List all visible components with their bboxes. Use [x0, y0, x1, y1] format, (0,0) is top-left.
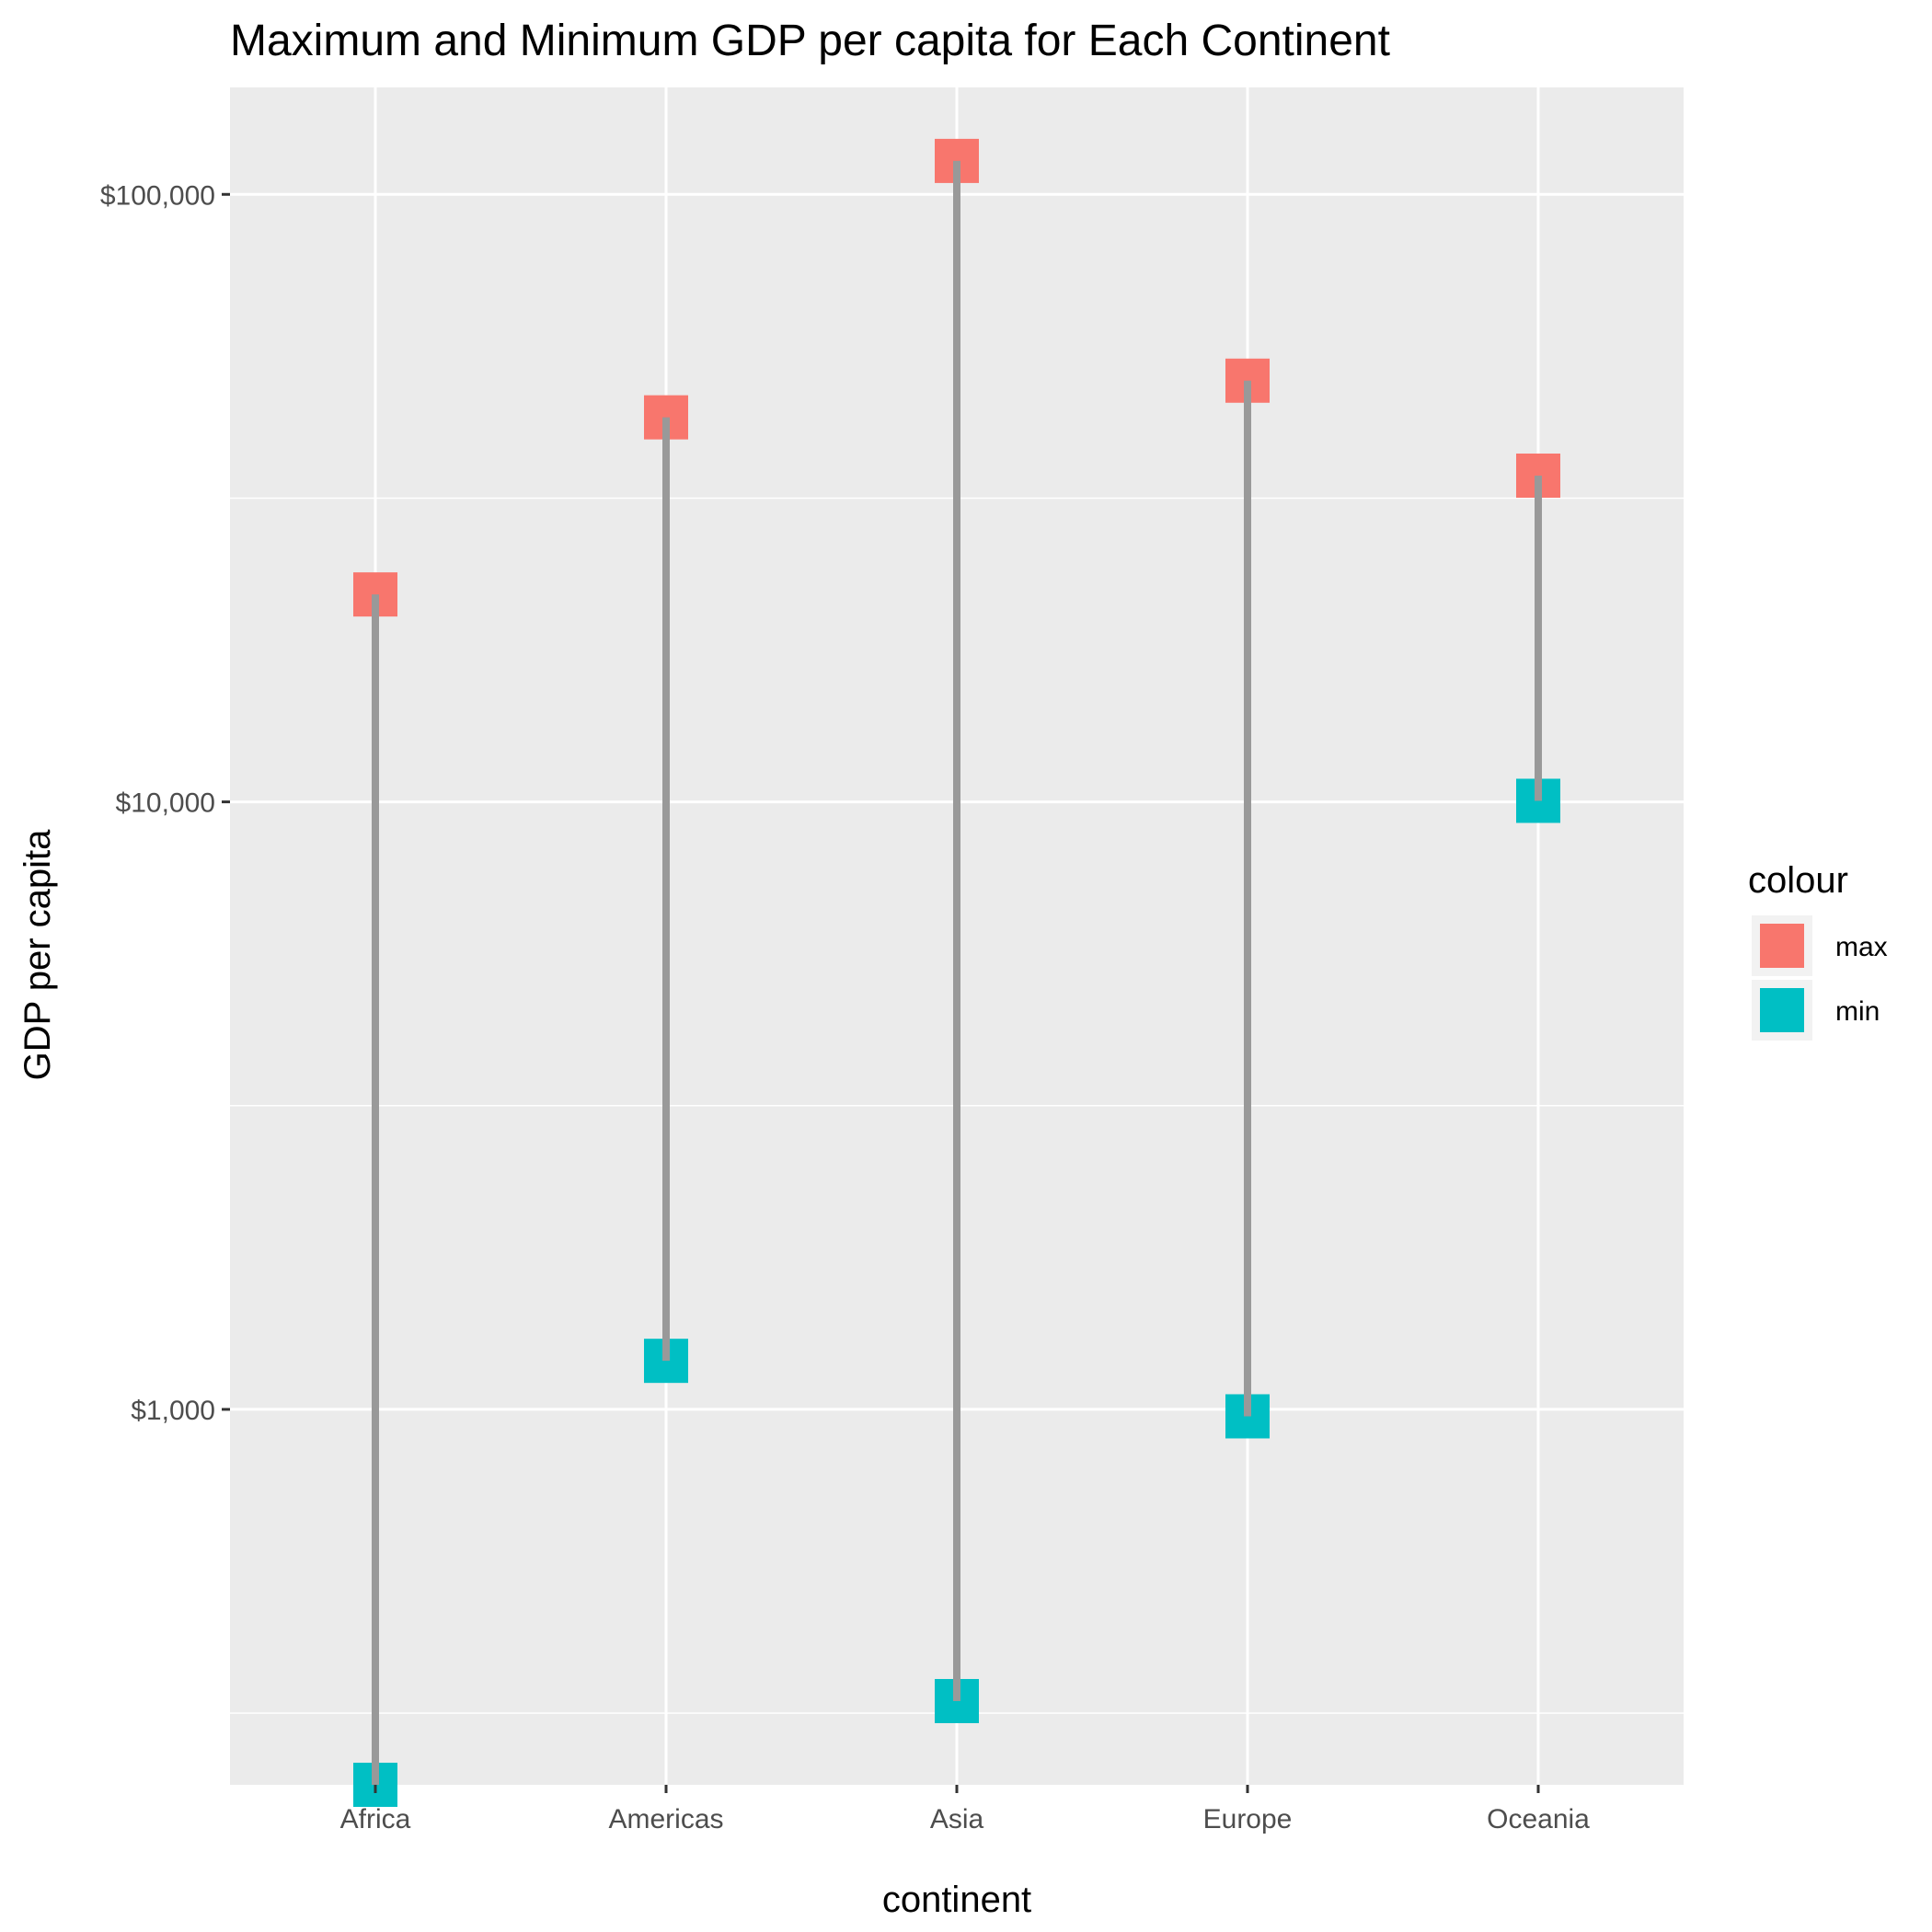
- legend: colour max min: [1748, 860, 1888, 1041]
- y-tick-label: $100,000: [100, 180, 215, 211]
- x-tick-label: Oceania: [1487, 1804, 1590, 1834]
- legend-swatch-min: [1760, 988, 1804, 1032]
- legend-label-max: max: [1835, 932, 1888, 962]
- y-axis: $1,000 $10,000 $100,000: [100, 180, 230, 1426]
- legend-title: colour: [1748, 860, 1848, 901]
- x-tick-label: Americas: [608, 1804, 723, 1834]
- x-tick-label: Europe: [1203, 1804, 1293, 1834]
- legend-keys: max min: [1752, 915, 1888, 1041]
- y-axis-label: GDP per capita: [17, 829, 58, 1080]
- y-tick-label: $1,000: [131, 1396, 215, 1426]
- chart-title: Maximum and Minimum GDP per capita for E…: [230, 17, 1390, 65]
- range-segments: [372, 160, 1542, 1785]
- x-axis: Africa Americas Asia Europe Oceania: [340, 1785, 1590, 1834]
- legend-swatch-max: [1760, 924, 1804, 968]
- legend-label-min: min: [1835, 996, 1880, 1027]
- x-axis-label: continent: [882, 1880, 1031, 1920]
- x-tick-label: Asia: [930, 1804, 984, 1834]
- y-tick-label: $10,000: [116, 788, 215, 819]
- x-tick-label: Africa: [340, 1804, 411, 1834]
